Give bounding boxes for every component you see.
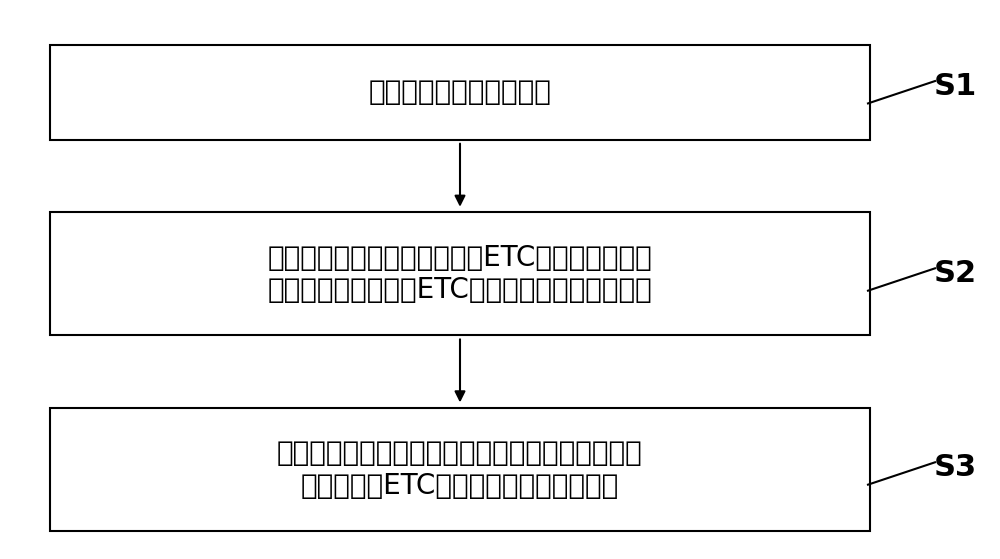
Text: 包以对所述ETC车载设备的程序进行升级: 包以对所述ETC车载设备的程序进行升级 (301, 472, 619, 500)
Text: S1: S1 (933, 72, 977, 101)
Text: 从相应存储器中获取所述升级包，并运行所述升级: 从相应存储器中获取所述升级包，并运行所述升级 (277, 439, 643, 467)
Text: 通过无线方式接收升级包: 通过无线方式接收升级包 (369, 78, 551, 106)
Text: 存储器中或位于所述ETC车载设备外部的存储器中: 存储器中或位于所述ETC车载设备外部的存储器中 (268, 276, 652, 304)
Bar (50, 212, 870, 335)
Text: 将接收到的升级包存储到所述ETC车载设备的内部: 将接收到的升级包存储到所述ETC车载设备的内部 (268, 244, 652, 272)
Bar (50, 408, 870, 531)
Text: S2: S2 (933, 259, 977, 288)
Bar (50, 45, 870, 140)
Text: S3: S3 (933, 453, 977, 482)
